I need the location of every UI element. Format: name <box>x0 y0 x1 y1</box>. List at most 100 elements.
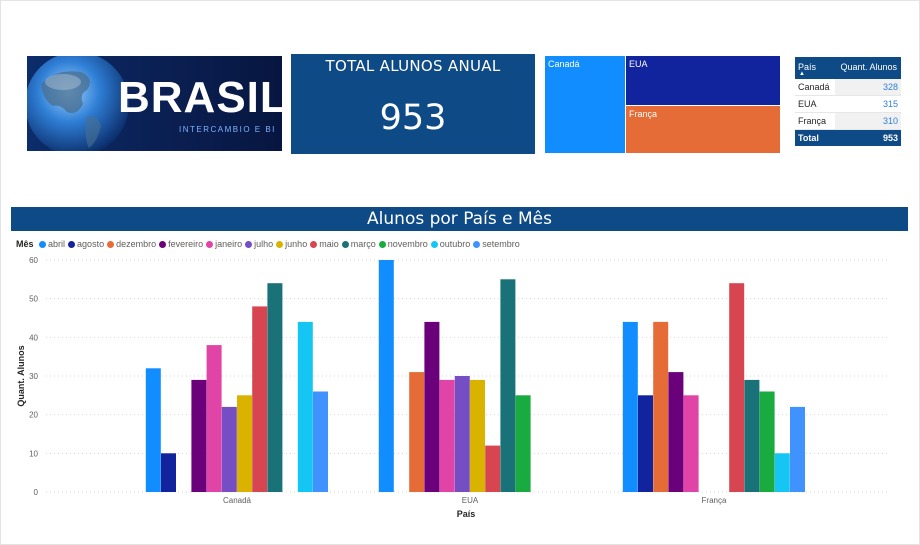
legend-dot-icon <box>430 240 438 248</box>
legend-label: março <box>350 239 376 249</box>
y-tick-label: 0 <box>34 488 39 497</box>
legend-dot-icon <box>276 240 284 248</box>
table-row[interactable]: Canadá 328 <box>795 79 901 96</box>
bar-chart[interactable]: 0 10 20 30 40 50 60 Canadá EUA França País Quant. A… <box>10 252 900 524</box>
treemap-tile-franca[interactable]: França <box>626 106 780 153</box>
legend-item[interactable]: maio <box>310 239 339 249</box>
sort-ascending-icon[interactable]: ▲ <box>799 71 805 77</box>
x-tick-label: EUA <box>462 496 479 505</box>
legend-dot-icon <box>341 240 349 248</box>
legend-item[interactable]: novembro <box>378 239 428 249</box>
total-students-card[interactable]: TOTAL ALUNOS ANUAL 953 <box>291 54 535 154</box>
legend-dot-icon <box>68 240 76 248</box>
legend-item[interactable]: julho <box>245 239 273 249</box>
y-tick-label: 10 <box>29 449 38 458</box>
legend-label: janeiro <box>215 239 243 249</box>
legend-item[interactable]: setembro <box>473 239 520 249</box>
legend-label: outubro <box>439 239 471 249</box>
table-cell-count: 310 <box>882 116 898 126</box>
legend-label: agosto <box>77 239 105 249</box>
treemap-label-eua: EUA <box>629 59 648 69</box>
x-axis-title: País <box>457 509 476 519</box>
bar-junho[interactable] <box>237 395 252 492</box>
treemap-tile-canada[interactable]: Canadá <box>545 56 625 153</box>
column-header-count[interactable]: Quant. Alunos <box>840 62 897 72</box>
bar-janeiro[interactable] <box>439 379 455 492</box>
legend-item[interactable]: fevereiro <box>159 239 203 249</box>
legend-label: maio <box>319 239 339 249</box>
y-axis-title: Quant. Alunos <box>16 345 26 406</box>
legend-item[interactable]: abril <box>39 239 65 249</box>
logo-wordmark: BRASIL <box>118 73 282 122</box>
legend-item[interactable]: agosto <box>68 239 104 249</box>
bar-janeiro[interactable] <box>683 395 699 492</box>
logo-tagline: INTERCAMBIO E BI <box>179 125 276 134</box>
bar-novembro[interactable] <box>515 395 531 492</box>
bar-setembro[interactable] <box>790 406 805 492</box>
bar-fevereiro[interactable] <box>668 372 684 492</box>
y-tick-label: 40 <box>29 333 38 342</box>
kpi-title: TOTAL ALUNOS ANUAL <box>325 57 501 75</box>
x-tick-label: Canadá <box>223 496 252 505</box>
legend-item[interactable]: janeiro <box>206 239 242 249</box>
table-cell-count: 315 <box>882 99 898 109</box>
legend-dot-icon <box>39 240 47 248</box>
treemap-tile-eua[interactable]: EUA <box>626 56 780 105</box>
treemap-label-canada: Canadá <box>548 59 580 69</box>
bar-fevereiro[interactable] <box>424 321 440 492</box>
bar-junho[interactable] <box>470 379 485 492</box>
y-tick-label: 30 <box>29 372 38 381</box>
chart-title: Alunos por País e Mês <box>11 207 908 231</box>
legend-dot-icon <box>473 240 481 248</box>
bar-abril[interactable] <box>145 368 161 492</box>
bar-agosto[interactable] <box>638 395 653 492</box>
globe-icon <box>27 56 129 151</box>
legend-item[interactable]: outubro <box>430 239 471 249</box>
legend-dot-icon <box>310 240 318 248</box>
bar-novembro[interactable] <box>759 391 775 493</box>
bar-dezembro[interactable] <box>409 372 425 492</box>
table-row[interactable]: EUA 315 <box>795 96 901 113</box>
bar-janeiro[interactable] <box>206 345 222 492</box>
legend-label: junho <box>285 239 308 249</box>
bar-agosto[interactable] <box>161 453 176 492</box>
bar-maio[interactable] <box>485 445 501 492</box>
x-tick-label: França <box>702 496 727 505</box>
bar-maio[interactable] <box>252 306 268 492</box>
legend-label: dezembro <box>116 239 157 249</box>
legend-item[interactable]: dezembro <box>107 239 156 249</box>
bar-março[interactable] <box>744 379 760 492</box>
legend-label: setembro <box>482 239 520 249</box>
chart-legend[interactable]: Mês abril agosto dezembro fevereiro janeiro j… <box>16 239 523 249</box>
legend-title: Mês <box>16 239 34 249</box>
column-header-country[interactable]: País <box>798 62 817 72</box>
country-treemap[interactable]: Canadá EUA França <box>545 56 780 153</box>
bar-setembro[interactable] <box>313 391 328 493</box>
country-table[interactable]: País ▲ Quant. Alunos Canadá 328 EUA 315 … <box>795 57 901 146</box>
kpi-value: 953 <box>379 98 447 138</box>
legend-item[interactable]: junho <box>276 239 307 249</box>
bar-março[interactable] <box>500 279 516 492</box>
table-header: País ▲ Quant. Alunos <box>795 57 901 79</box>
bar-março[interactable] <box>267 283 283 492</box>
table-cell-country: Canadá <box>798 82 830 92</box>
total-label: Total <box>798 133 819 143</box>
total-value: 953 <box>882 133 898 143</box>
bar-maio[interactable] <box>729 283 745 492</box>
bar-dezembro[interactable] <box>653 321 669 492</box>
bar-abril[interactable] <box>622 321 638 492</box>
bar-outubro[interactable] <box>297 321 313 492</box>
table-row[interactable]: França 310 <box>795 113 901 130</box>
legend-item[interactable]: março <box>341 239 376 249</box>
table-cell-count: 328 <box>882 82 898 92</box>
bar-julho[interactable] <box>221 406 237 492</box>
legend-label: abril <box>48 239 66 249</box>
bar-fevereiro[interactable] <box>191 379 207 492</box>
table-cell-country: EUA <box>798 99 817 109</box>
bar-abril[interactable] <box>378 260 394 492</box>
table-total-row: Total 953 <box>795 130 901 146</box>
bar-julho[interactable] <box>454 376 470 492</box>
legend-label: novembro <box>387 239 428 249</box>
y-tick-label: 20 <box>29 411 38 420</box>
bar-outubro[interactable] <box>774 453 790 492</box>
